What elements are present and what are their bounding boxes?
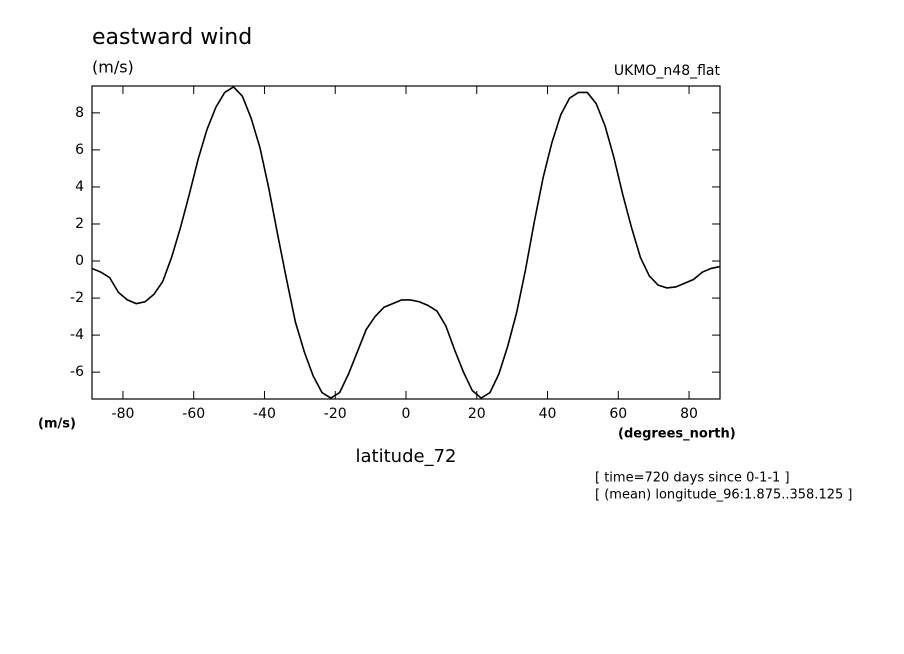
y-tick-label: -2 (70, 290, 84, 306)
y-unit: (m/s) (92, 58, 134, 77)
dataset-label: UKMO_n48_flat (614, 63, 721, 79)
y-tick-label: 6 (75, 142, 84, 158)
x-tick-label: 20 (468, 406, 486, 422)
x-unit: (degrees_north) (618, 427, 736, 442)
x-tick-label: 40 (539, 406, 557, 422)
y-tick-label: -4 (70, 327, 84, 343)
x-tick-label: 60 (609, 406, 627, 422)
y-tick-label: -6 (70, 364, 84, 380)
note: [ (mean) longitude_96:1.875..358.125 ] (595, 488, 852, 503)
x-tick-label: -80 (112, 406, 135, 422)
plot-frame (91, 85, 721, 400)
y-tick-label: 0 (75, 253, 84, 269)
chart-title: eastward wind (92, 25, 252, 50)
x-tick-label: -20 (324, 406, 347, 422)
x-axis-label: latitude_72 (356, 446, 457, 467)
data-line (91, 85, 721, 400)
note: [ time=720 days since 0-1-1 ] (595, 471, 790, 486)
x-tick-label: 0 (402, 406, 411, 422)
y-tick-label: 2 (75, 216, 84, 232)
x-tick-label: -40 (253, 406, 276, 422)
x-tick-label: -60 (182, 406, 205, 422)
y-tick-label: 4 (75, 179, 84, 195)
x-tick-label: 80 (680, 406, 698, 422)
y-tick-label: 8 (75, 105, 84, 121)
x-unit-left: (m/s) (38, 417, 76, 432)
